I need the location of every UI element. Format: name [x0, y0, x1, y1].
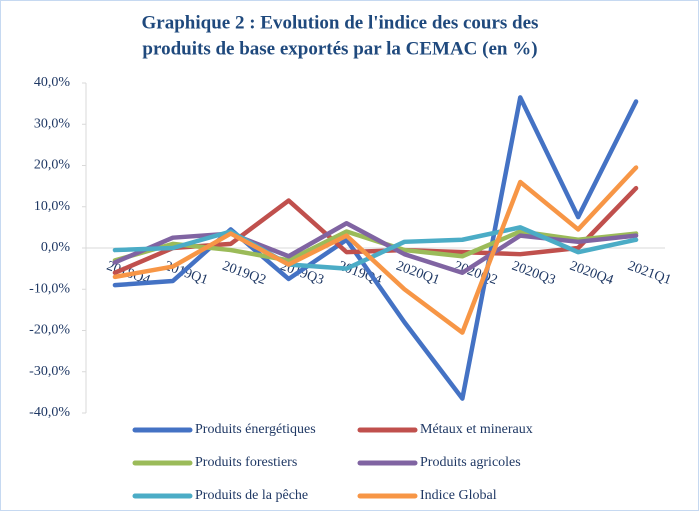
y-tick-label: 30,0% [34, 116, 71, 131]
legend-label: Produits agricoles [420, 455, 521, 470]
y-tick-label: -10,0% [29, 281, 70, 296]
y-tick-label: 10,0% [34, 199, 71, 214]
y-tick-label: 40,0% [34, 75, 71, 90]
series-line [112, 225, 639, 271]
y-tick-label: 20,0% [34, 158, 71, 173]
y-tick-label: -30,0% [29, 364, 70, 379]
legend-label: Indice Global [420, 488, 497, 503]
y-tick-label: 0,0% [41, 240, 71, 255]
legend-label: Produits de la pêche [195, 488, 308, 503]
y-tick-label: -40,0% [29, 405, 70, 420]
series-line [112, 165, 639, 335]
legend-label: Produits énergétiques [195, 422, 316, 437]
chart-title: Graphique 2 : Evolution de l'indice des … [142, 12, 539, 33]
legend-label: Métaux et mineraux [420, 422, 533, 437]
chart-title: produits de base exportés par la CEMAC (… [142, 38, 537, 59]
series-line [112, 95, 639, 401]
y-tick-label: -20,0% [29, 323, 70, 338]
legend-label: Produits forestiers [195, 455, 297, 470]
